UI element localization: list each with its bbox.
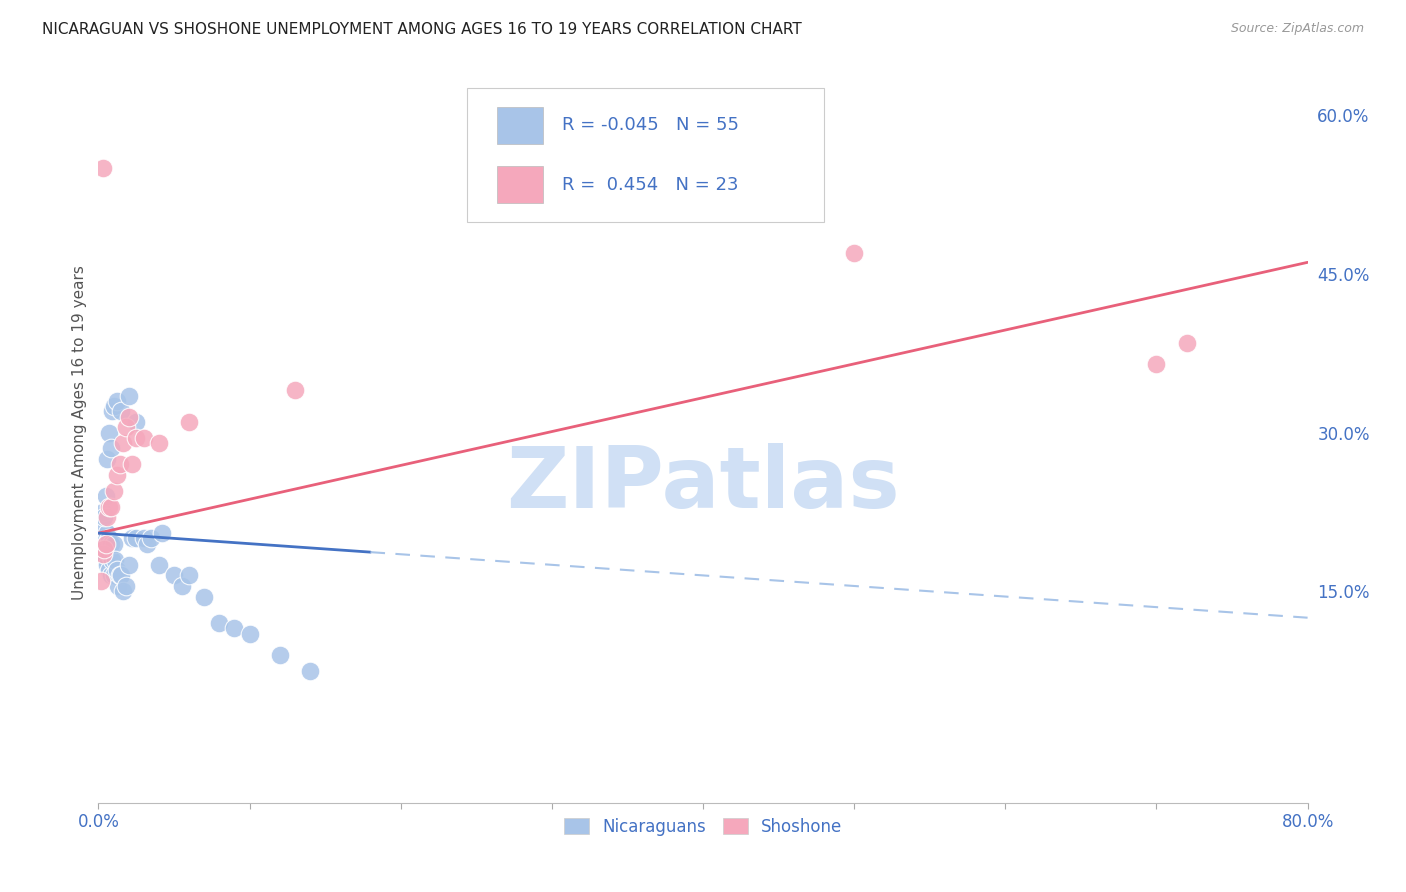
- Point: [103, 483, 125, 498]
- Point: [91, 532, 114, 546]
- Point: [96, 526, 118, 541]
- Point: [108, 458, 131, 472]
- Point: [1144, 357, 1167, 371]
- Point: [98, 500, 121, 514]
- Point: [121, 532, 143, 546]
- Point: [118, 558, 141, 572]
- Point: [111, 584, 134, 599]
- Point: [107, 579, 129, 593]
- Point: [103, 537, 125, 551]
- Point: [101, 552, 124, 566]
- Point: [148, 558, 170, 572]
- Point: [100, 500, 122, 514]
- Point: [125, 431, 148, 445]
- Point: [148, 436, 170, 450]
- Point: [105, 563, 128, 577]
- Point: [96, 558, 118, 572]
- Point: [132, 431, 155, 445]
- Point: [110, 568, 132, 582]
- Point: [94, 489, 117, 503]
- Point: [110, 404, 132, 418]
- Point: [150, 526, 173, 541]
- Text: Source: ZipAtlas.com: Source: ZipAtlas.com: [1230, 22, 1364, 36]
- Text: ZIPatlas: ZIPatlas: [506, 443, 900, 526]
- Point: [170, 579, 193, 593]
- Point: [114, 420, 136, 434]
- Point: [135, 537, 157, 551]
- Point: [125, 415, 148, 429]
- Point: [98, 425, 121, 440]
- Point: [101, 404, 124, 418]
- Point: [93, 521, 115, 535]
- Point: [141, 532, 163, 546]
- Point: [93, 541, 115, 556]
- FancyBboxPatch shape: [467, 88, 824, 221]
- Point: [98, 563, 121, 577]
- Point: [94, 537, 117, 551]
- Point: [125, 532, 148, 546]
- Point: [103, 399, 125, 413]
- Point: [105, 393, 128, 408]
- Point: [98, 532, 121, 546]
- Point: [96, 541, 118, 556]
- Legend: Nicaraguans, Shoshone: Nicaraguans, Shoshone: [557, 811, 849, 843]
- Point: [121, 458, 143, 472]
- Point: [224, 621, 246, 635]
- Point: [91, 537, 114, 551]
- Point: [114, 579, 136, 593]
- Text: R = -0.045   N = 55: R = -0.045 N = 55: [561, 116, 738, 135]
- Point: [100, 442, 122, 456]
- Point: [163, 568, 186, 582]
- Point: [118, 409, 141, 424]
- Point: [208, 615, 231, 630]
- Point: [193, 590, 215, 604]
- Point: [96, 510, 118, 524]
- Point: [269, 648, 291, 662]
- Point: [96, 452, 118, 467]
- Point: [91, 547, 114, 561]
- Point: [179, 568, 201, 582]
- Point: [108, 568, 131, 582]
- Point: [111, 436, 134, 450]
- Point: [93, 547, 115, 561]
- Text: NICARAGUAN VS SHOSHONE UNEMPLOYMENT AMONG AGES 16 TO 19 YEARS CORRELATION CHART: NICARAGUAN VS SHOSHONE UNEMPLOYMENT AMON…: [42, 22, 801, 37]
- Point: [844, 245, 866, 260]
- Point: [94, 552, 117, 566]
- Point: [90, 574, 112, 588]
- Point: [93, 510, 115, 524]
- Point: [91, 505, 114, 519]
- Point: [239, 626, 262, 640]
- Point: [90, 537, 112, 551]
- Point: [179, 415, 201, 429]
- FancyBboxPatch shape: [498, 107, 543, 144]
- Y-axis label: Unemployment Among Ages 16 to 19 years: Unemployment Among Ages 16 to 19 years: [72, 265, 87, 600]
- Point: [100, 537, 122, 551]
- FancyBboxPatch shape: [498, 166, 543, 203]
- Text: R =  0.454   N = 23: R = 0.454 N = 23: [561, 176, 738, 194]
- Point: [1175, 335, 1198, 350]
- Point: [105, 467, 128, 482]
- Point: [104, 552, 127, 566]
- Point: [132, 532, 155, 546]
- Point: [94, 532, 117, 546]
- Point: [284, 384, 307, 398]
- Point: [98, 547, 121, 561]
- Point: [100, 568, 122, 582]
- Point: [299, 664, 322, 678]
- Point: [118, 389, 141, 403]
- Point: [103, 568, 125, 582]
- Point: [94, 537, 117, 551]
- Point: [91, 161, 114, 176]
